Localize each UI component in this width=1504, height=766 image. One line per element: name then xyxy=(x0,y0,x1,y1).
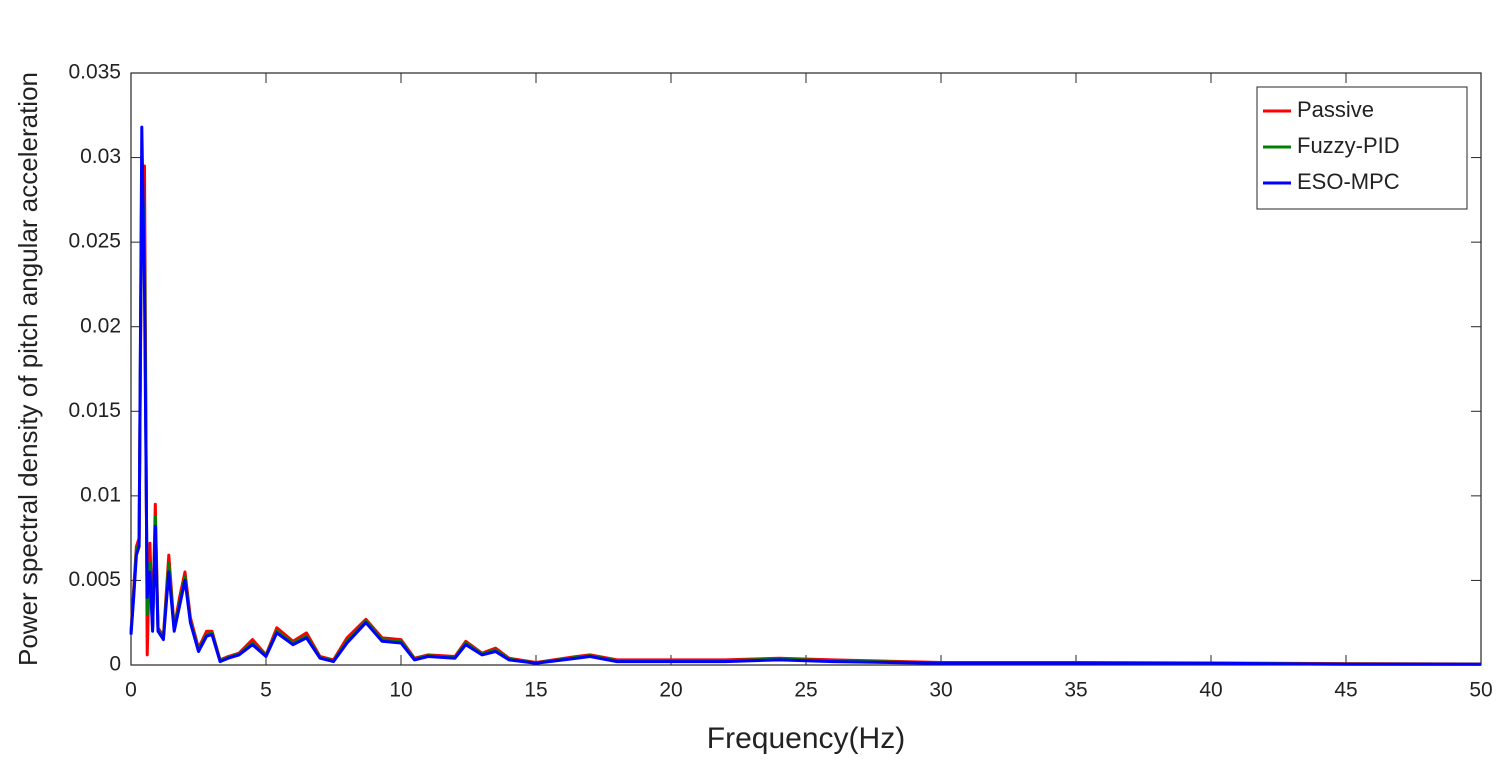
legend-label: ESO-MPC xyxy=(1297,169,1400,194)
y-tick-label: 0.01 xyxy=(80,483,121,506)
x-tick-label: 0 xyxy=(125,679,137,702)
y-tick-label: 0.03 xyxy=(80,145,121,168)
data-line xyxy=(129,125,1481,666)
plot-area xyxy=(130,72,1482,666)
x-tick-label: 50 xyxy=(1469,679,1492,702)
x-tick-label: 20 xyxy=(659,679,682,702)
x-tick-label: 30 xyxy=(929,679,952,702)
x-tick-label: 40 xyxy=(1199,679,1222,702)
x-tick-label: 5 xyxy=(260,679,272,702)
y-tick-label: 0.005 xyxy=(68,568,121,591)
x-axis-label: Frequency(Hz) xyxy=(707,722,905,755)
y-tick-label: 0 xyxy=(109,653,121,676)
y-tick-label: 0.015 xyxy=(68,399,121,422)
x-tick-label: 45 xyxy=(1334,679,1357,702)
x-tick-label: 10 xyxy=(389,679,412,702)
x-tick-label: 35 xyxy=(1064,679,1087,702)
legend-box xyxy=(1256,86,1468,210)
legend-label: Fuzzy-PID xyxy=(1297,133,1400,158)
y-tick-label: 0.02 xyxy=(80,314,121,337)
x-tick-label: 15 xyxy=(524,679,547,702)
y-axis-label: Power spectral density of pitch angular … xyxy=(13,72,43,666)
x-tick-label: 25 xyxy=(794,679,817,702)
y-tick-label: 0.035 xyxy=(68,61,121,84)
legend-label: Passive xyxy=(1297,97,1374,122)
y-tick-label: 0.025 xyxy=(68,230,121,253)
